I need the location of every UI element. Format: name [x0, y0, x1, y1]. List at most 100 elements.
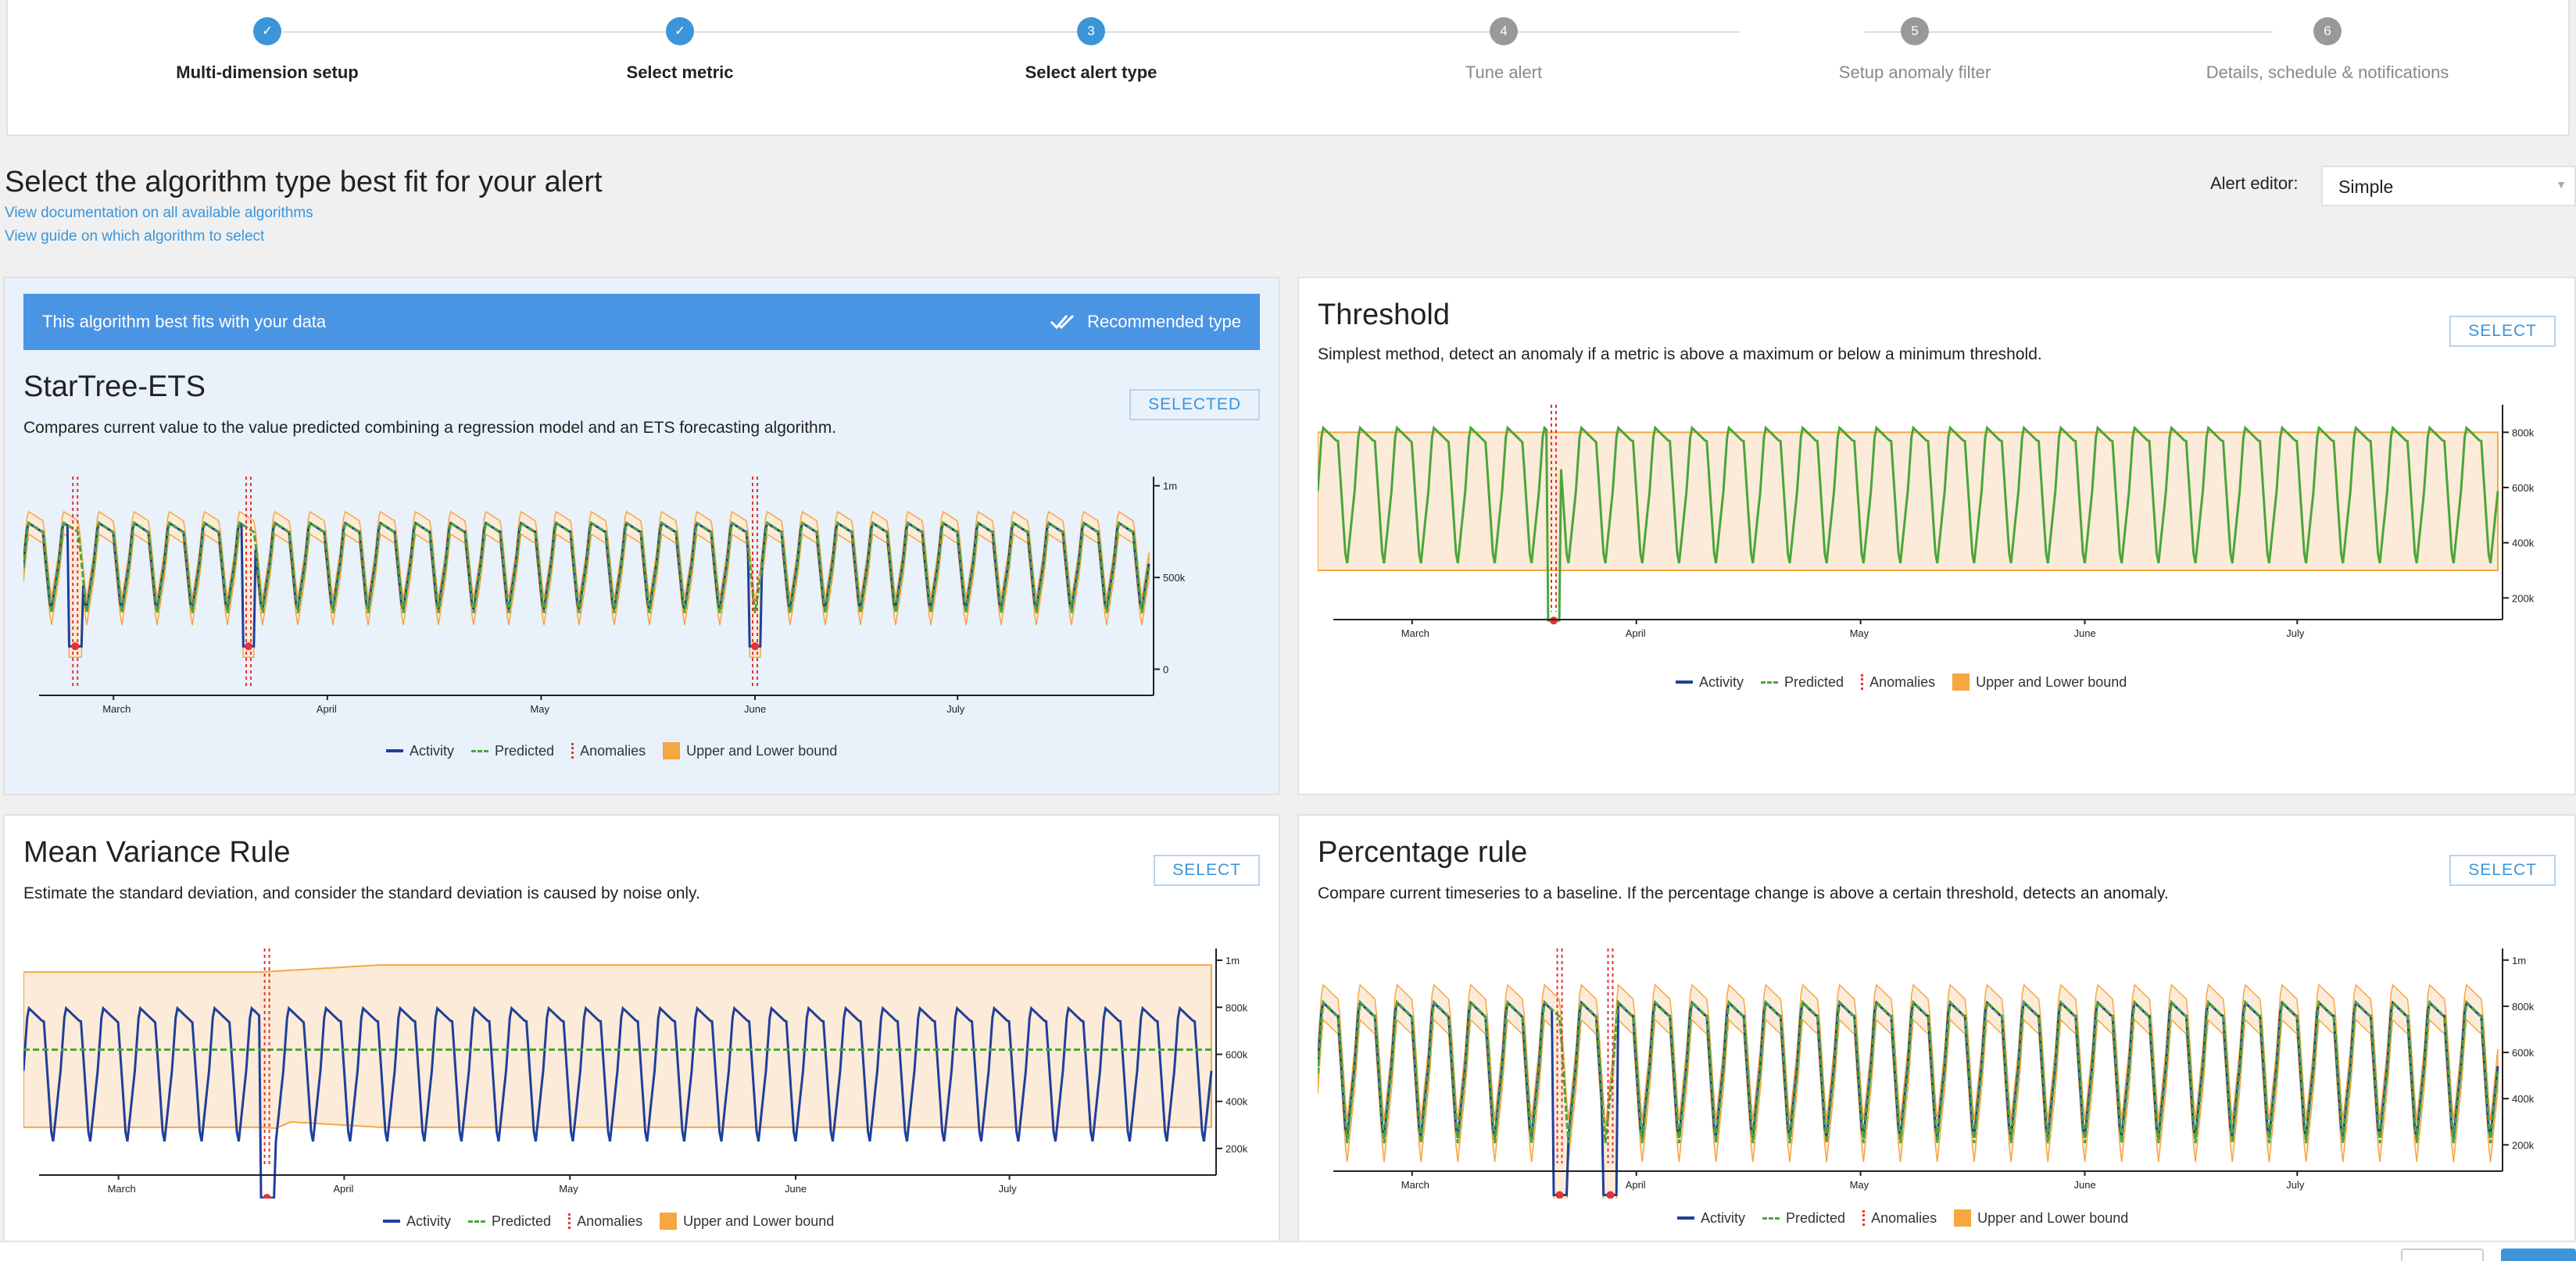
card-title: Mean Variance Rule — [23, 836, 291, 869]
recommended-type-label: Recommended type — [1087, 312, 1241, 331]
x-tick-label: June — [785, 1183, 807, 1195]
mean-variance-chart: 1m 800k 600k 400k 200k March April May June July — [23, 948, 1248, 1198]
legend-label: Predicted — [1784, 673, 1844, 690]
x-tick-label: July — [946, 703, 965, 715]
step-setup-anomaly-filter[interactable]: 5 Setup anomaly filter — [1712, 17, 2118, 83]
y-tick-label: 1m — [2512, 955, 2526, 966]
legend-label: Predicted — [492, 1213, 552, 1229]
legend-anomalies: Anomalies — [571, 743, 646, 759]
legend-anomalies: Anomalies — [1862, 1210, 1937, 1227]
chart-legend: Activity Predicted Anomalies Upper and L… — [1676, 673, 2127, 691]
step-label: Details, schedule & notifications — [2206, 63, 2449, 82]
recommended-banner-text: This algorithm best fits with your data — [42, 312, 327, 331]
select-button[interactable]: SELECT — [2449, 855, 2556, 886]
chevron-down-icon: ▼ — [2556, 178, 2567, 191]
y-tick-label: 1m — [1163, 480, 1177, 492]
card-description: Compare current timeseries to a baseline… — [1318, 884, 2169, 902]
x-tick-label: June — [744, 703, 766, 715]
algorithm-card-threshold[interactable]: Threshold Simplest method, detect an ano… — [1297, 277, 2576, 795]
legend-activity: Activity — [386, 743, 454, 759]
step-multi-dimension-setup[interactable]: ✓ Multi-dimension setup — [64, 17, 470, 83]
step-label: Multi-dimension setup — [176, 63, 359, 82]
step-select-alert-type[interactable]: 3 Select alert type — [888, 17, 1294, 83]
legend-label: Anomalies — [580, 742, 646, 759]
legend-predicted: Predicted — [471, 743, 554, 759]
x-tick-label: July — [2286, 1179, 2305, 1191]
algorithm-card-startree-ets[interactable]: This algorithm best fits with your data … — [3, 277, 1280, 795]
select-button[interactable]: SELECT — [1154, 855, 1260, 886]
y-tick-label: 1m — [1225, 955, 1240, 966]
y-tick-label: 500k — [1163, 572, 1186, 584]
legend-label: Predicted — [495, 742, 555, 759]
y-tick-label: 0 — [1163, 664, 1168, 676]
footer-bar — [0, 1241, 2576, 1261]
legend-activity: Activity — [1676, 674, 1744, 691]
y-tick-label: 600k — [2512, 1047, 2535, 1059]
y-tick-label: 600k — [1225, 1048, 1248, 1060]
y-tick-label: 400k — [1225, 1096, 1248, 1108]
legend-activity: Activity — [383, 1213, 451, 1230]
x-tick-label: June — [2074, 1179, 2096, 1191]
step-select-metric[interactable]: ✓ Select metric — [477, 17, 883, 83]
back-button[interactable] — [2401, 1248, 2484, 1261]
x-tick-label: April — [1626, 627, 1646, 639]
x-tick-label: March — [1401, 1179, 1429, 1191]
bound-area — [23, 510, 1150, 659]
predicted-line — [23, 520, 1150, 613]
next-button[interactable] — [2501, 1248, 2576, 1261]
selected-button[interactable]: SELECTED — [1129, 389, 1260, 420]
x-tick-label: May — [559, 1183, 578, 1195]
x-tick-label: April — [317, 703, 337, 715]
x-tick-label: June — [2074, 627, 2096, 639]
legend-activity: Activity — [1677, 1210, 1745, 1227]
wizard-stepper: ✓ Multi-dimension setup ✓ Select metric … — [6, 0, 2570, 136]
card-title: Percentage rule — [1318, 836, 1528, 869]
x-tick-label: March — [108, 1183, 136, 1195]
alert-editor-value: Simple — [2338, 177, 2394, 197]
x-tick-label: May — [530, 703, 549, 715]
legend-predicted: Predicted — [468, 1213, 551, 1230]
stepper-connector — [1999, 31, 2273, 33]
x-tick-label: July — [999, 1183, 1018, 1195]
anomaly-point — [71, 642, 80, 651]
check-icon: ✓ — [666, 17, 694, 45]
y-tick-label: 200k — [2512, 1139, 2535, 1151]
recommended-banner: This algorithm best fits with your data … — [23, 294, 1260, 350]
legend-label: Upper and Lower bound — [686, 742, 838, 759]
algorithm-card-mean-variance-rule[interactable]: Mean Variance Rule Estimate the standard… — [3, 814, 1280, 1261]
activity-line — [23, 1006, 1213, 1198]
legend-label: Predicted — [1786, 1209, 1846, 1226]
step-tune-alert[interactable]: 4 Tune alert — [1301, 17, 1707, 83]
algorithm-guide-link[interactable]: View guide on which algorithm to select — [5, 228, 265, 245]
card-title: Threshold — [1318, 298, 1450, 331]
anomaly-point — [751, 642, 759, 651]
legend-bounds: Upper and Lower bound — [660, 1213, 834, 1230]
bound-area — [23, 964, 1212, 1129]
select-button[interactable]: SELECT — [2449, 316, 2556, 347]
threshold-chart: 800k 600k 400k 200k March April May June July — [1318, 405, 2535, 639]
legend-bounds: Upper and Lower bound — [1952, 673, 2127, 691]
stepper-connector — [283, 31, 1740, 33]
x-tick-label: July — [2286, 627, 2305, 639]
legend-label: Activity — [1699, 673, 1744, 690]
documentation-link[interactable]: View documentation on all available algo… — [5, 205, 313, 221]
y-tick-label: 800k — [2512, 427, 2535, 438]
x-tick-label: April — [333, 1183, 353, 1195]
chart-legend: Activity Predicted Anomalies Upper and L… — [386, 742, 837, 759]
anomaly-point — [1606, 1191, 1615, 1198]
x-tick-label: March — [1401, 627, 1429, 639]
step-number: 6 — [2313, 17, 2342, 45]
card-description: Estimate the standard deviation, and con… — [23, 884, 700, 902]
card-title: StarTree-ETS — [23, 370, 206, 403]
alert-editor-select[interactable]: Simple ▼ — [2321, 166, 2576, 206]
x-tick-label: March — [102, 703, 131, 715]
chart-legend: Activity Predicted Anomalies Upper and L… — [383, 1213, 834, 1230]
legend-bounds: Upper and Lower bound — [663, 742, 837, 759]
step-number: 3 — [1077, 17, 1105, 45]
algorithm-card-percentage-rule[interactable]: Percentage rule Compare current timeseri… — [1297, 814, 2576, 1261]
activity-line — [1318, 999, 2499, 1196]
step-number: 4 — [1490, 17, 1518, 45]
predicted-line — [1318, 999, 2499, 1144]
x-tick-label: May — [1850, 1179, 1869, 1191]
step-details-schedule-notifications[interactable]: 6 Details, schedule & notifications — [2124, 17, 2531, 83]
